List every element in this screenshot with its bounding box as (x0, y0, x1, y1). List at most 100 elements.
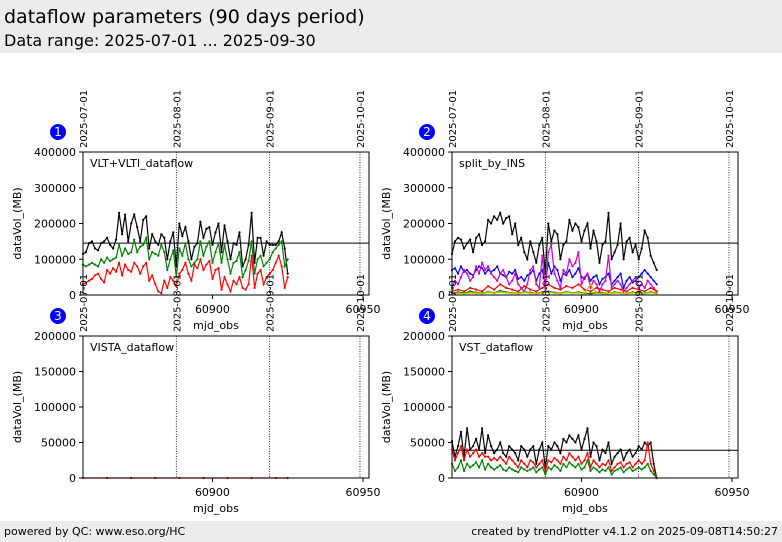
data-range-subtitle: Data range: 2025-07-01 ... 2025-09-30 (4, 31, 316, 50)
data-point (583, 437, 586, 440)
data-point (640, 272, 643, 275)
data-point (643, 290, 646, 293)
data-point (478, 272, 481, 275)
data-point (256, 258, 259, 261)
data-point (97, 272, 100, 275)
data-point (523, 448, 526, 451)
data-point (481, 427, 484, 430)
data-point (93, 263, 97, 266)
y-tick-label: 0 (69, 472, 76, 485)
data-point (508, 466, 511, 469)
data-point (208, 226, 211, 229)
data-point (244, 268, 247, 272)
data-point (172, 249, 175, 252)
x-axis-label: mjd_obs (193, 319, 239, 332)
data-point (124, 263, 127, 266)
data-point (499, 283, 502, 286)
data-point (529, 268, 532, 272)
data-point (205, 227, 208, 230)
data-point (517, 283, 520, 286)
data-point (640, 462, 643, 465)
data-point (459, 445, 463, 448)
data-point (280, 231, 283, 234)
data-point (484, 455, 487, 458)
data-point (610, 473, 613, 476)
data-point (469, 455, 472, 458)
data-point (478, 455, 481, 458)
data-point (87, 279, 91, 282)
data-point (103, 281, 106, 284)
data-point (532, 461, 535, 464)
data-point (652, 286, 655, 289)
data-point (565, 285, 568, 288)
data-point (637, 466, 640, 469)
data-point (462, 268, 466, 272)
data-point (520, 276, 523, 279)
data-point (157, 243, 160, 246)
data-point (109, 243, 112, 246)
data-point (646, 272, 649, 275)
data-point (640, 448, 643, 451)
data-point (532, 466, 535, 469)
data-point (580, 240, 583, 243)
data-point (607, 254, 610, 257)
data-point (565, 466, 568, 469)
data-point (466, 448, 469, 451)
date-label: 2025-07-01 (448, 90, 459, 148)
data-point (643, 466, 646, 469)
data-point (571, 229, 574, 232)
data-point (493, 452, 496, 455)
data-point (118, 261, 121, 264)
data-point (136, 265, 139, 268)
data-point (145, 215, 148, 218)
data-point (106, 268, 109, 272)
data-point (565, 274, 568, 277)
data-point (265, 276, 268, 279)
data-point (517, 471, 520, 474)
data-point (541, 466, 544, 469)
data-point (277, 243, 280, 246)
chart-panel-1: 1 2025-07-01 2025-08-01 2025-09-01 2025-10-0… (11, 90, 380, 332)
data-point (580, 462, 583, 465)
data-point (580, 283, 583, 286)
data-point (643, 441, 646, 444)
data-point (496, 218, 499, 221)
data-point (544, 272, 547, 275)
x-axis-label: mjd_obs (562, 319, 608, 332)
data-point (93, 247, 97, 250)
data-point (453, 469, 457, 472)
data-point (508, 445, 511, 448)
footer-powered-by[interactable]: powered by QC: www.eso.org/HC (4, 525, 186, 538)
data-point (190, 279, 193, 282)
data-point (130, 251, 133, 254)
data-point (490, 459, 493, 462)
data-point (535, 462, 538, 465)
data-point (613, 251, 616, 254)
data-point (490, 466, 493, 469)
data-point (547, 291, 550, 294)
data-point (97, 265, 100, 268)
data-point (649, 441, 652, 444)
data-point (625, 290, 628, 293)
data-point (133, 213, 136, 216)
data-point (187, 272, 190, 275)
data-point (274, 243, 277, 246)
data-point (628, 448, 631, 451)
data-point (619, 222, 622, 225)
data-point (214, 268, 217, 272)
data-point (280, 240, 283, 243)
data-point (202, 236, 205, 239)
data-point (574, 441, 577, 444)
data-point (595, 286, 598, 289)
data-point (496, 279, 499, 282)
data-point (577, 283, 580, 286)
data-point (487, 268, 490, 272)
data-point (598, 459, 601, 462)
data-point (217, 242, 220, 245)
data-point (456, 272, 460, 275)
data-point (469, 238, 472, 241)
data-point (574, 222, 577, 225)
chart-panel-3: 3 2025-07-01 2025-08-01 2025-09-01 2025-10-0… (11, 274, 380, 515)
data-point (568, 218, 571, 221)
data-point (496, 459, 499, 462)
